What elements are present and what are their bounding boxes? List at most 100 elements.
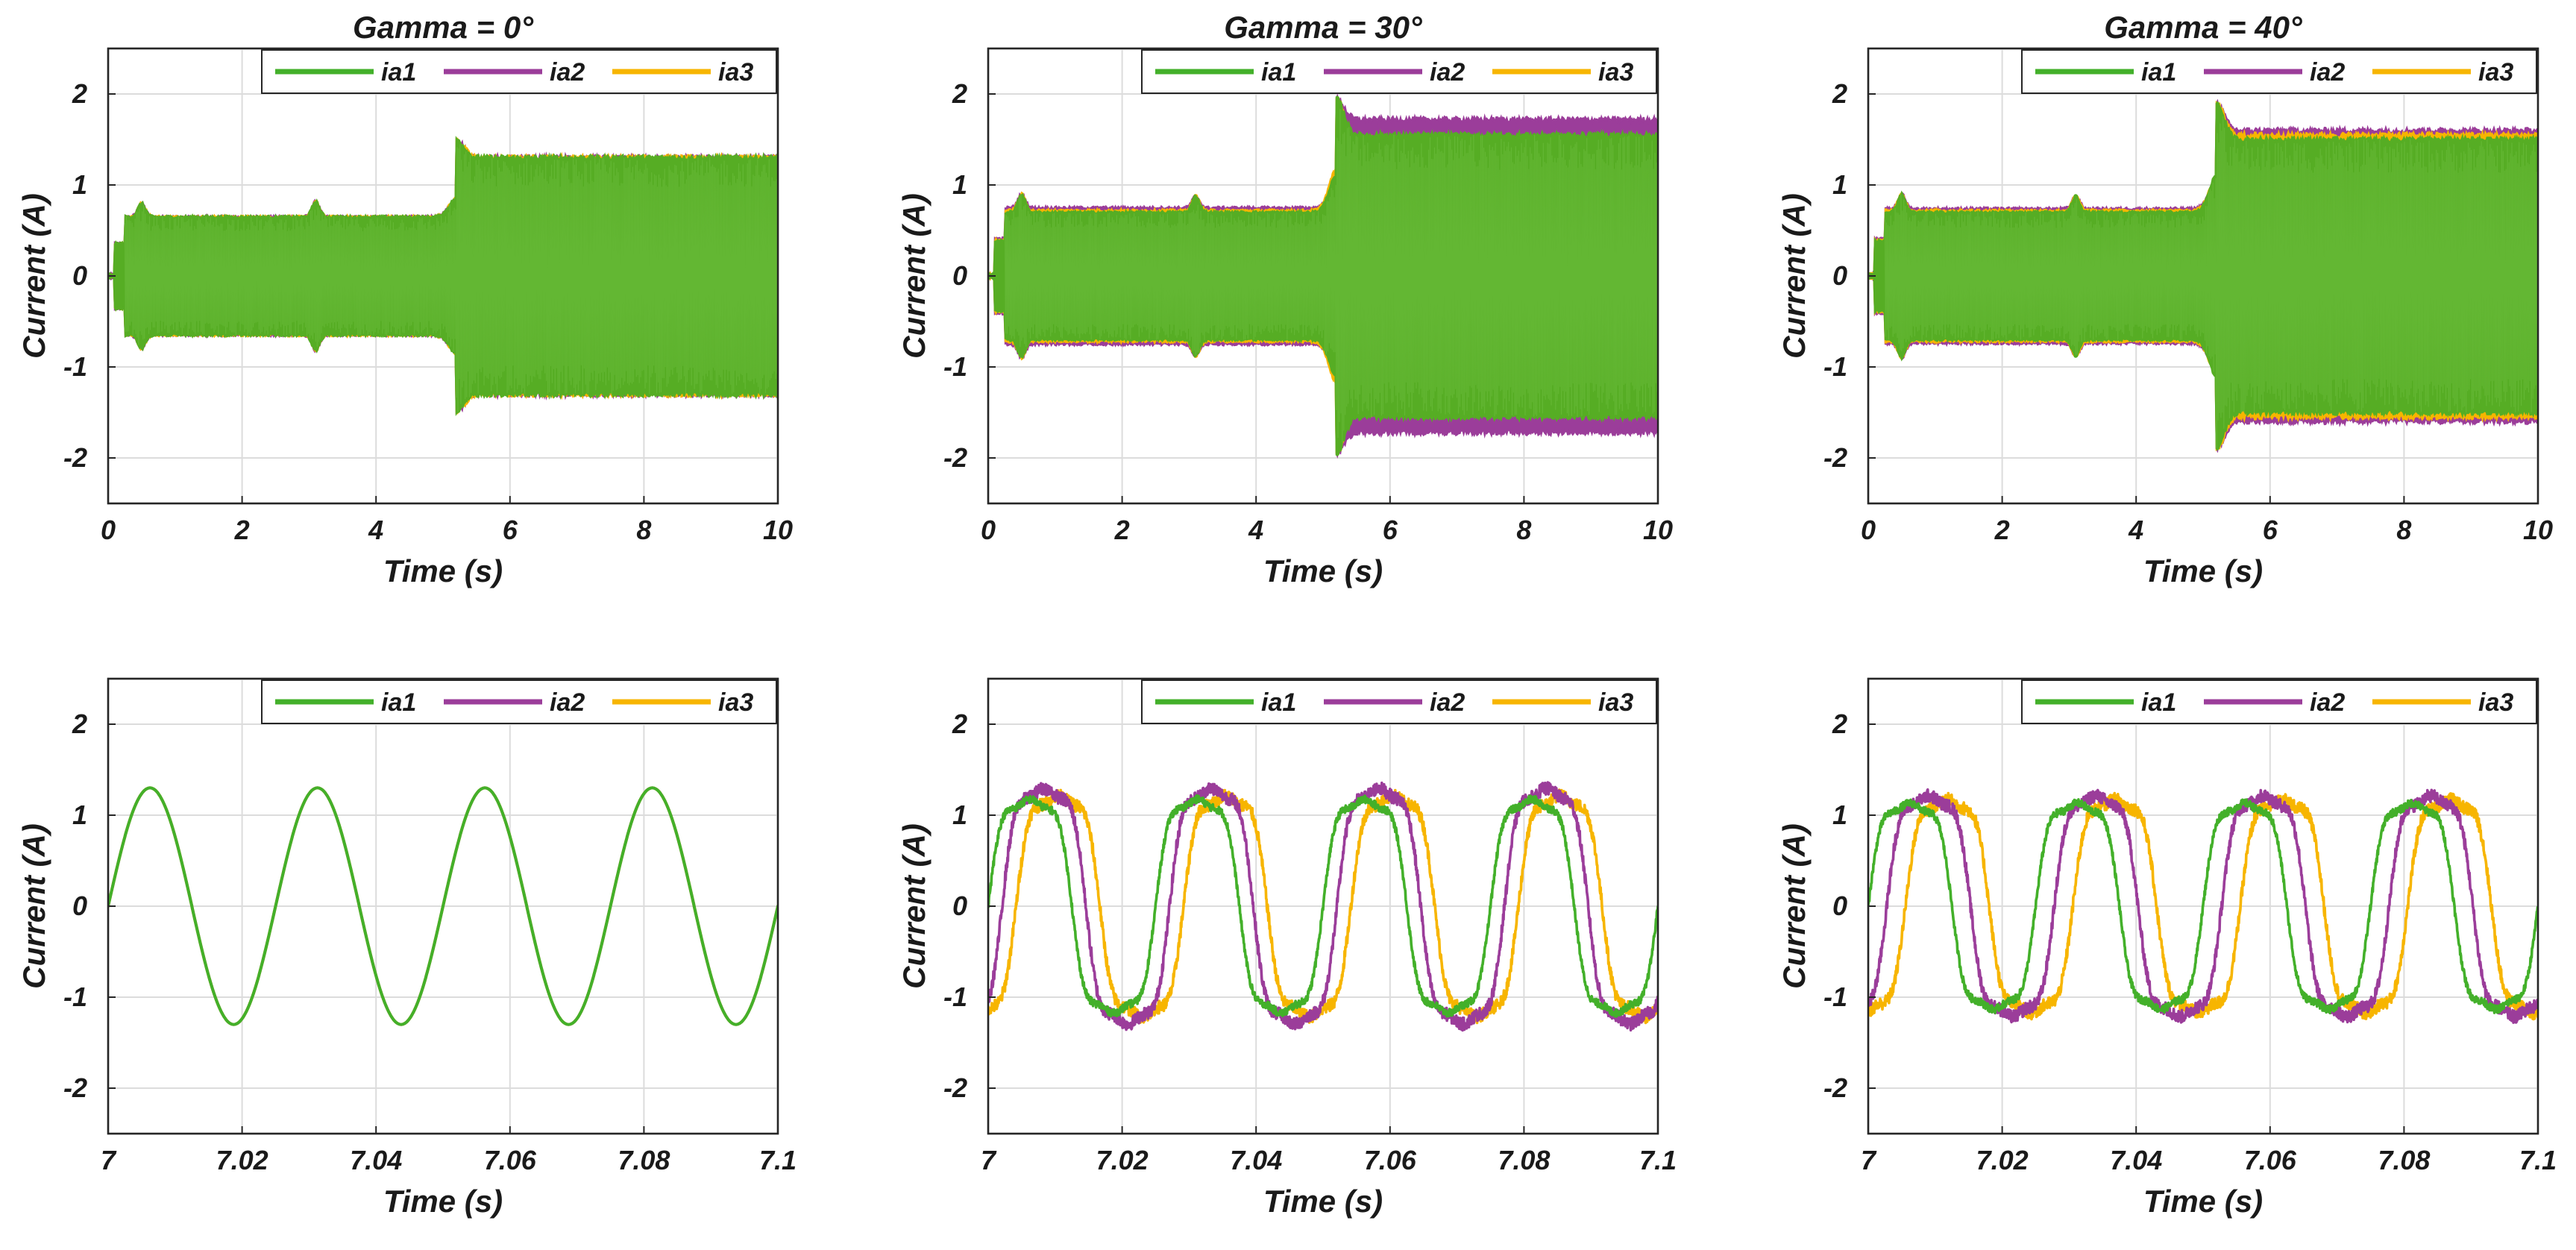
y-tick-label: 2 <box>72 78 87 109</box>
x-tick-label: 2 <box>234 515 250 545</box>
y-axis-label: Current (A) <box>16 823 51 989</box>
x-tick-label: 6 <box>1383 515 1398 545</box>
y-tick-label: 1 <box>952 800 967 830</box>
legend-label-ia3: ia3 <box>1598 688 1633 717</box>
y-tick-label: 2 <box>1832 709 1847 739</box>
series-group <box>988 93 1658 459</box>
series-ia2 <box>988 781 1658 1032</box>
series-group <box>108 786 778 1026</box>
series-ia1 <box>108 786 778 1026</box>
x-tick-label: 7 <box>981 1145 997 1175</box>
legend: ia1 ia2 ia3 <box>261 49 777 94</box>
y-tick-label: 1 <box>72 169 87 200</box>
x-tick-label: 10 <box>763 515 793 545</box>
x-tick-label: 7.1 <box>759 1145 797 1175</box>
y-axis-label: Current (A) <box>896 193 932 359</box>
y-tick-label: -1 <box>943 351 967 382</box>
x-tick-label: 0 <box>101 515 116 545</box>
y-axis-label: Current (A) <box>896 823 932 989</box>
legend: ia1 ia2 ia3 <box>2021 679 2537 724</box>
legend-label-ia1: ia1 <box>2141 688 2176 717</box>
x-tick-label: 7.08 <box>1498 1145 1550 1175</box>
x-axis-label: Time (s) <box>2143 553 2263 588</box>
x-tick-label: 7.04 <box>350 1145 402 1175</box>
series-group <box>1868 788 2538 1024</box>
x-tick-label: 7.1 <box>2519 1145 2557 1175</box>
x-tick-label: 7.04 <box>2110 1145 2162 1175</box>
chart-title: Gamma = 40° <box>2104 10 2303 45</box>
legend: ia1 ia2 ia3 <box>261 679 777 724</box>
y-tick-label: 0 <box>1832 891 1847 921</box>
y-tick-label: 2 <box>952 78 967 109</box>
x-tick-label: 7.08 <box>2378 1145 2430 1175</box>
x-tick-label: 7 <box>1861 1145 1877 1175</box>
legend-label-ia2: ia2 <box>550 58 585 87</box>
x-tick-label: 4 <box>1248 515 1263 545</box>
y-tick-label: -2 <box>63 1072 87 1103</box>
y-tick-label: 0 <box>72 891 87 921</box>
legend-label-ia2: ia2 <box>550 688 585 717</box>
chart-panel-4: 7 7.02 7.04 7.06 7.08 7.1 -2 -1 0 1 2 Time (s) Curre… <box>16 677 797 1219</box>
y-axis-label: Current (A) <box>16 193 51 359</box>
y-tick-label: 1 <box>1832 169 1847 200</box>
chart-panel-2: 0 2 4 6 8 10 -2 -1 0 1 2 Time (s) Current (A) Gamma =… <box>896 10 1673 588</box>
x-tick-label: 7.02 <box>216 1145 268 1175</box>
chart-panel-3: 0 2 4 6 8 10 -2 -1 0 1 2 Time (s) Current (A) Gamma =… <box>1777 10 2553 588</box>
y-tick-label: 0 <box>952 260 967 291</box>
legend-label-ia3: ia3 <box>718 58 753 87</box>
x-tick-label: 2 <box>1114 515 1130 545</box>
x-axis-label: Time (s) <box>383 1184 503 1219</box>
series-ia2 <box>1868 788 2538 1024</box>
legend-label-ia1: ia1 <box>1261 688 1296 717</box>
series-ia1 <box>1868 798 2538 1014</box>
x-tick-label: 7.06 <box>1364 1145 1417 1175</box>
y-tick-label: -1 <box>63 982 87 1012</box>
legend-label-ia1: ia1 <box>1261 58 1296 87</box>
x-tick-label: 4 <box>368 515 383 545</box>
y-tick-label: 1 <box>952 169 967 200</box>
legend-label-ia3: ia3 <box>2478 58 2513 87</box>
chart-panel-6: 7 7.02 7.04 7.06 7.08 7.1 -2 -1 0 1 2 Time (s) Curre… <box>1777 677 2557 1219</box>
x-axis-label: Time (s) <box>1263 553 1383 588</box>
x-tick-label: 8 <box>1516 515 1531 545</box>
x-tick-label: 7.06 <box>2244 1145 2297 1175</box>
x-tick-label: 7.02 <box>1976 1145 2029 1175</box>
x-tick-label: 7.02 <box>1096 1145 1149 1175</box>
y-tick-label: -2 <box>63 442 87 473</box>
series-group <box>988 781 1658 1032</box>
x-tick-label: 10 <box>1643 515 1673 545</box>
series-group <box>1868 98 2538 453</box>
legend-label-ia3: ia3 <box>2478 688 2513 717</box>
series-ia1-texture <box>1884 116 2538 449</box>
x-tick-label: 6 <box>503 515 518 545</box>
x-tick-label: 7 <box>101 1145 117 1175</box>
y-tick-label: 0 <box>1832 260 1847 291</box>
y-tick-label: -2 <box>943 442 967 473</box>
y-tick-label: 0 <box>72 260 87 291</box>
x-tick-label: 2 <box>1994 515 2010 545</box>
legend: ia1 ia2 ia3 <box>1141 49 1657 94</box>
legend-label-ia3: ia3 <box>718 688 753 717</box>
legend: ia1 ia2 ia3 <box>2021 49 2537 94</box>
x-tick-label: 0 <box>1861 515 1876 545</box>
x-tick-label: 7.1 <box>1639 1145 1677 1175</box>
legend: ia1 ia2 ia3 <box>1141 679 1657 724</box>
series-ia3 <box>988 788 1658 1025</box>
y-tick-label: -2 <box>943 1072 967 1103</box>
y-tick-label: -1 <box>1823 982 1847 1012</box>
x-axis-label: Time (s) <box>383 553 503 588</box>
legend-label-ia2: ia2 <box>2310 58 2345 87</box>
chart-title: Gamma = 30° <box>1224 10 1423 45</box>
y-tick-label: 1 <box>72 800 87 830</box>
x-tick-label: 7.08 <box>618 1145 670 1175</box>
y-tick-label: -1 <box>63 351 87 382</box>
chart-panel-1: 0 2 4 6 8 10 -2 -1 0 1 2 Time (s) Current (A) Gamma =… <box>16 10 793 588</box>
x-tick-label: 8 <box>2396 515 2411 545</box>
series-ia1-texture <box>124 144 778 412</box>
y-tick-label: -1 <box>943 982 967 1012</box>
x-axis-label: Time (s) <box>1263 1184 1383 1219</box>
legend-label-ia3: ia3 <box>1598 58 1633 87</box>
x-tick-label: 7.06 <box>484 1145 537 1175</box>
y-tick-label: 0 <box>952 891 967 921</box>
x-tick-label: 6 <box>2263 515 2278 545</box>
